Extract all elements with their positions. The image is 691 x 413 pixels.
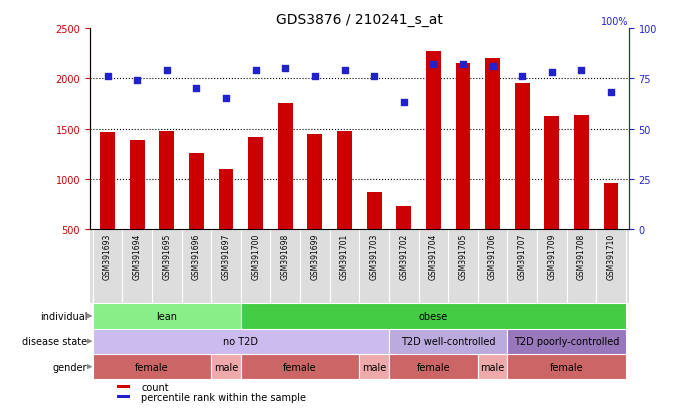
Point bbox=[368, 74, 379, 81]
Bar bbox=[218, 169, 234, 280]
Text: GSM391701: GSM391701 bbox=[340, 233, 349, 279]
Text: female: female bbox=[417, 362, 450, 372]
Bar bbox=[389, 329, 507, 354]
Point bbox=[161, 68, 172, 74]
Text: GSM391709: GSM391709 bbox=[547, 233, 556, 280]
Text: GSM391703: GSM391703 bbox=[370, 233, 379, 280]
Text: 100%: 100% bbox=[601, 17, 629, 27]
Bar bbox=[241, 354, 359, 380]
Point bbox=[132, 78, 143, 84]
Bar bbox=[160, 131, 174, 280]
Bar bbox=[507, 329, 626, 354]
Bar bbox=[189, 153, 204, 280]
Bar bbox=[130, 140, 144, 280]
Bar bbox=[241, 304, 626, 329]
Point bbox=[280, 66, 291, 72]
Point bbox=[576, 68, 587, 74]
Point bbox=[250, 68, 261, 74]
Point bbox=[191, 86, 202, 93]
Bar bbox=[485, 59, 500, 280]
Text: gender: gender bbox=[53, 362, 87, 372]
Point bbox=[102, 74, 113, 81]
Bar bbox=[93, 354, 211, 380]
Text: GSM391698: GSM391698 bbox=[281, 233, 290, 279]
Text: GSM391695: GSM391695 bbox=[162, 233, 171, 280]
Bar bbox=[93, 304, 241, 329]
Bar bbox=[117, 385, 130, 388]
Bar bbox=[397, 206, 411, 280]
Title: GDS3876 / 210241_s_at: GDS3876 / 210241_s_at bbox=[276, 12, 443, 26]
Text: no T2D: no T2D bbox=[223, 337, 258, 347]
Bar bbox=[426, 52, 441, 280]
Bar bbox=[507, 354, 626, 380]
Point bbox=[517, 74, 528, 81]
Point bbox=[547, 70, 558, 76]
Text: female: female bbox=[283, 362, 317, 372]
Point bbox=[428, 62, 439, 68]
Bar bbox=[367, 192, 381, 280]
Text: male: male bbox=[480, 362, 504, 372]
Bar bbox=[100, 132, 115, 280]
Text: lean: lean bbox=[156, 311, 178, 321]
Text: GSM391708: GSM391708 bbox=[577, 233, 586, 279]
Bar bbox=[515, 84, 529, 280]
Point bbox=[605, 90, 616, 96]
Text: GSM391707: GSM391707 bbox=[518, 233, 527, 280]
Text: GSM391699: GSM391699 bbox=[310, 233, 319, 280]
Bar bbox=[574, 116, 589, 280]
Text: male: male bbox=[362, 362, 386, 372]
Bar bbox=[211, 354, 241, 380]
Point bbox=[457, 62, 468, 68]
Point bbox=[398, 100, 409, 107]
Bar bbox=[545, 117, 559, 280]
Text: GSM391704: GSM391704 bbox=[429, 233, 438, 280]
Text: GSM391702: GSM391702 bbox=[399, 233, 408, 279]
Bar bbox=[117, 395, 130, 399]
Bar bbox=[307, 134, 322, 280]
Bar bbox=[477, 354, 507, 380]
Bar bbox=[93, 329, 389, 354]
Point bbox=[310, 74, 321, 81]
Text: female: female bbox=[135, 362, 169, 372]
Text: T2D poorly-controlled: T2D poorly-controlled bbox=[514, 337, 619, 347]
Text: disease state: disease state bbox=[22, 337, 87, 347]
Bar bbox=[604, 183, 618, 280]
Text: GSM391705: GSM391705 bbox=[458, 233, 468, 280]
Text: GSM391696: GSM391696 bbox=[192, 233, 201, 280]
Text: individual: individual bbox=[39, 311, 87, 321]
Point bbox=[220, 96, 231, 102]
Point bbox=[339, 68, 350, 74]
Text: male: male bbox=[214, 362, 238, 372]
Point bbox=[487, 64, 498, 70]
Bar bbox=[389, 354, 477, 380]
Text: percentile rank within the sample: percentile rank within the sample bbox=[141, 392, 306, 402]
Bar bbox=[248, 137, 263, 280]
Text: GSM391694: GSM391694 bbox=[133, 233, 142, 280]
Text: GSM391700: GSM391700 bbox=[251, 233, 261, 280]
Bar bbox=[359, 354, 389, 380]
Text: count: count bbox=[141, 382, 169, 392]
Text: GSM391706: GSM391706 bbox=[488, 233, 497, 280]
Text: GSM391693: GSM391693 bbox=[103, 233, 112, 280]
Text: GSM391710: GSM391710 bbox=[607, 233, 616, 279]
Text: obese: obese bbox=[419, 311, 448, 321]
Bar bbox=[337, 131, 352, 280]
Text: female: female bbox=[550, 362, 583, 372]
Bar bbox=[278, 104, 293, 280]
Text: T2D well-controlled: T2D well-controlled bbox=[401, 337, 495, 347]
Bar bbox=[455, 64, 471, 280]
Text: GSM391697: GSM391697 bbox=[222, 233, 231, 280]
